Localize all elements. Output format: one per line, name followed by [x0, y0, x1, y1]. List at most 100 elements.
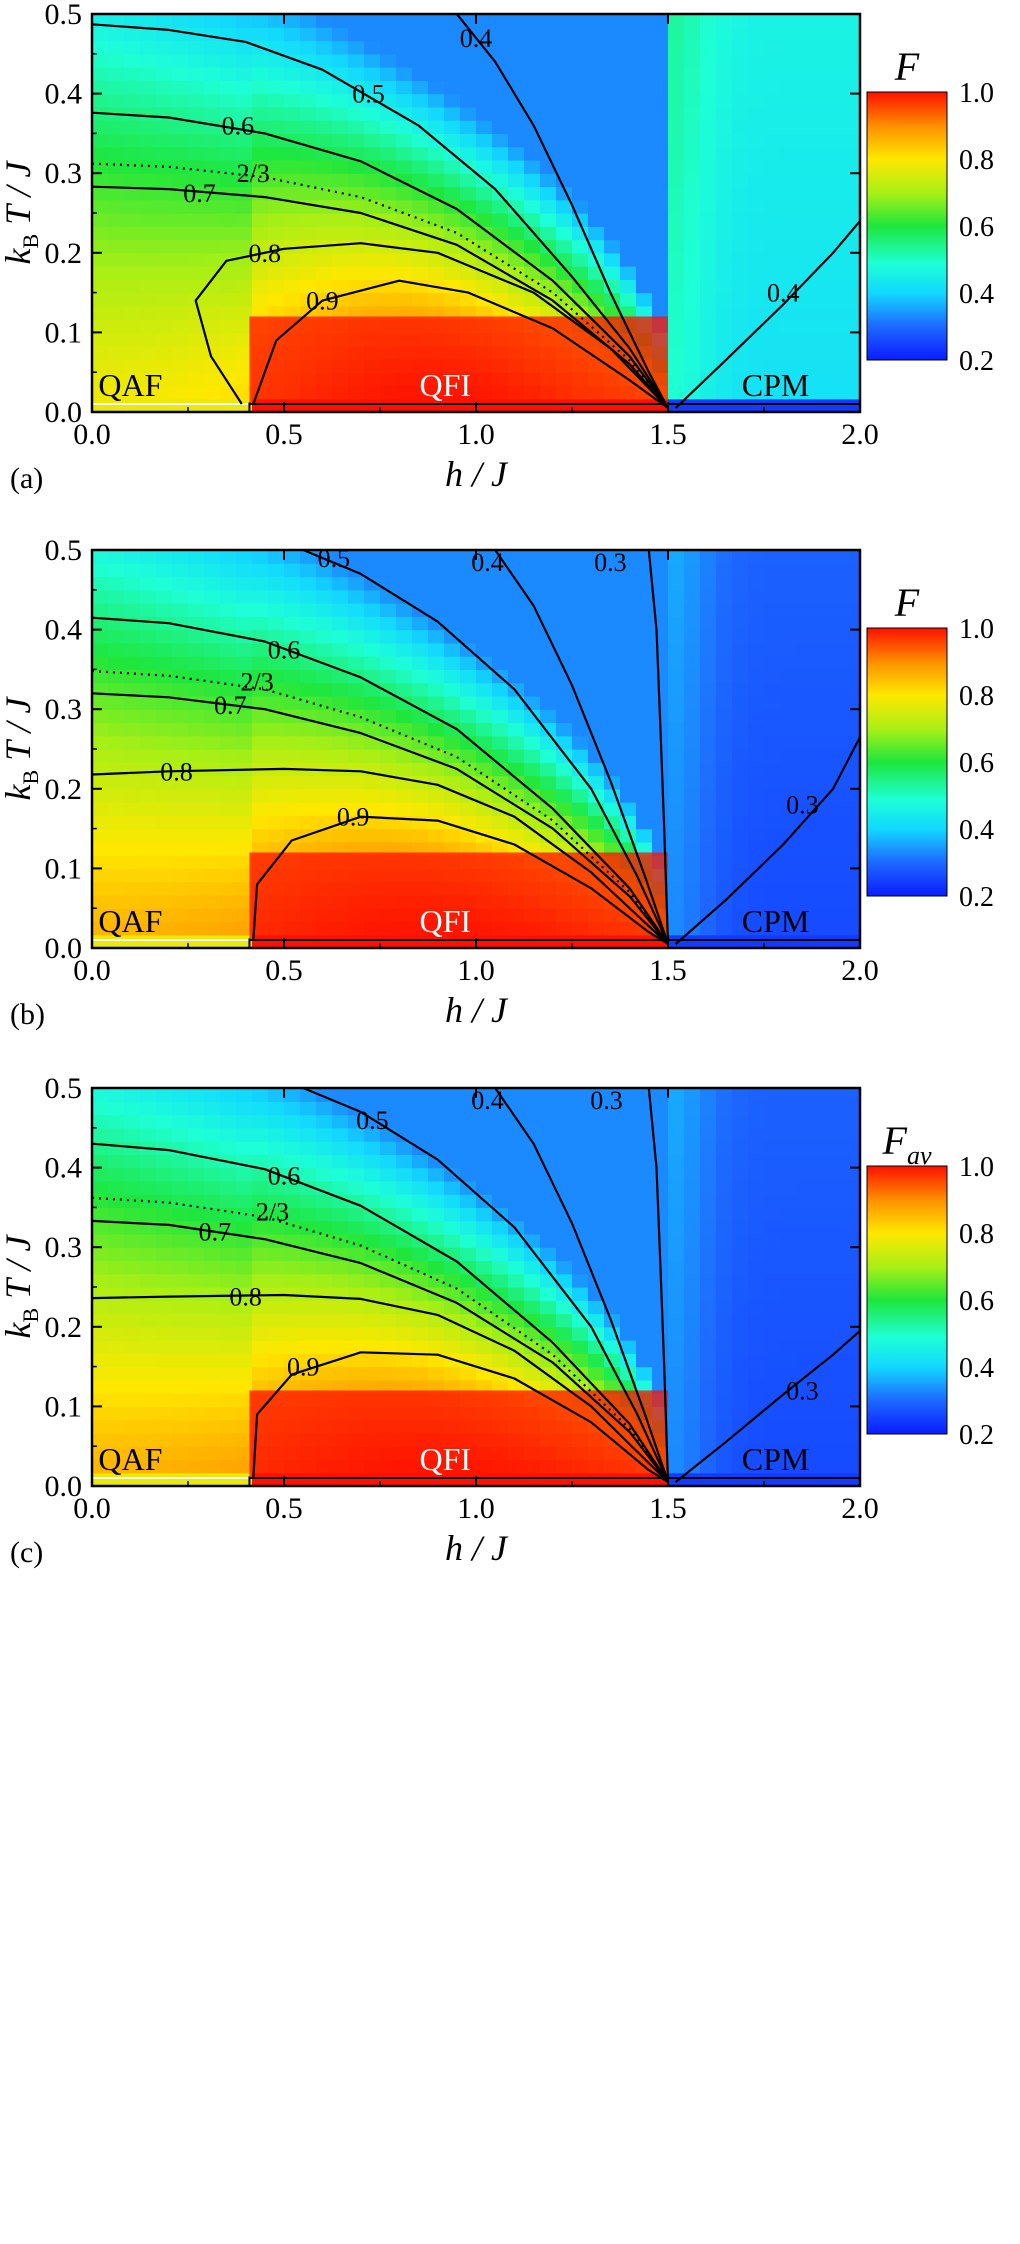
heatmap-cell	[796, 868, 813, 883]
heatmap-cell	[700, 1207, 717, 1222]
heatmap-cell	[796, 14, 813, 28]
region-label: CPM	[742, 1441, 810, 1477]
heatmap-cell	[524, 616, 541, 631]
heatmap-cell	[668, 589, 685, 604]
heatmap-cell	[844, 1406, 861, 1421]
heatmap-cell	[668, 682, 685, 697]
heatmap-cell	[828, 120, 845, 134]
heatmap-cell	[396, 616, 413, 631]
y-tick-label: 0.4	[45, 78, 83, 111]
heatmap-cell	[300, 40, 317, 55]
heatmap-cell	[732, 828, 749, 843]
heatmap-cell	[396, 629, 413, 644]
colorbar-frame	[866, 627, 948, 897]
heatmap-cell	[700, 53, 717, 68]
heatmap-cell	[716, 133, 733, 148]
heatmap-cell	[172, 868, 189, 883]
heatmap-cell	[812, 279, 829, 294]
colorbar-tick-label: 0.4	[959, 1353, 994, 1384]
heatmap-cell	[204, 226, 221, 241]
heatmap-cell	[156, 1472, 173, 1487]
heatmap-cell	[828, 159, 845, 174]
heatmap-cell	[828, 173, 845, 188]
heatmap-cell	[668, 1260, 685, 1275]
heatmap-cell	[492, 279, 509, 294]
heatmap-cell	[812, 709, 829, 724]
heatmap-cell	[812, 682, 829, 697]
heatmap-cell	[796, 1207, 813, 1222]
heatmap-cell	[476, 1180, 493, 1195]
heatmap-cell	[220, 815, 237, 830]
heatmap-cell	[828, 332, 845, 347]
heatmap-cell	[300, 1353, 317, 1368]
heatmap-cell	[428, 1088, 445, 1102]
heatmap-cell	[140, 1472, 157, 1487]
heatmap-cell	[124, 133, 141, 148]
heatmap-cell	[124, 1300, 141, 1315]
heatmap-cell	[124, 855, 141, 869]
heatmap-cell	[140, 199, 157, 214]
heatmap-cell	[636, 735, 653, 750]
heatmap-cell	[156, 1167, 173, 1182]
heatmap-cell	[444, 1180, 461, 1195]
heatmap-cell	[220, 1273, 237, 1288]
heatmap-cell	[252, 775, 269, 790]
heatmap-cell	[620, 1247, 637, 1262]
heatmap-cell	[140, 345, 157, 360]
heatmap-cell	[780, 576, 797, 591]
heatmap-cell	[172, 332, 189, 347]
heatmap-cell	[172, 27, 189, 42]
heatmap-cell	[572, 173, 589, 188]
heatmap-cell	[636, 1273, 653, 1288]
heatmap-cell	[620, 292, 637, 307]
heatmap-cell	[764, 762, 781, 777]
heatmap-cell	[252, 1114, 269, 1129]
heatmap-cell	[700, 735, 717, 750]
heatmap-cell	[124, 372, 141, 387]
heatmap-cell	[108, 1260, 125, 1275]
heatmap-cell	[300, 186, 317, 201]
heatmap-cell	[732, 563, 749, 578]
heatmap-cell	[140, 1432, 157, 1447]
heatmap-cell	[492, 1287, 509, 1301]
heatmap-cell	[428, 67, 445, 81]
heatmap-cell	[716, 576, 733, 591]
heatmap-cell	[716, 305, 733, 320]
heatmap-cell	[428, 53, 445, 68]
heatmap-cell	[764, 1432, 781, 1447]
heatmap-cell	[188, 908, 205, 923]
heatmap-cell	[748, 1207, 765, 1222]
heatmap-cell	[716, 1154, 733, 1169]
heatmap-cell	[108, 908, 125, 923]
heatmap-cell	[540, 1114, 557, 1129]
y-tick-label: 0.4	[45, 614, 83, 647]
heatmap-cell	[492, 616, 509, 631]
heatmap-cell	[828, 1154, 845, 1169]
heatmap-cell	[204, 802, 221, 816]
heatmap-cell	[524, 80, 541, 95]
heatmap-cell	[636, 67, 653, 81]
heatmap-cell	[108, 735, 125, 750]
heatmap-cell	[604, 186, 621, 201]
heatmap-cell	[684, 1340, 701, 1354]
heatmap-cell	[460, 802, 477, 816]
heatmap-cell	[716, 669, 733, 684]
heatmap-cell	[636, 1101, 653, 1116]
panel-label: (c)	[10, 1536, 43, 1569]
heatmap-cell	[428, 841, 445, 856]
heatmap-cell	[700, 815, 717, 830]
heatmap-cell	[444, 603, 461, 617]
heatmap-cell	[268, 695, 285, 710]
heatmap-cell	[204, 1287, 221, 1301]
heatmap-cell	[380, 616, 397, 631]
heatmap-cell	[300, 576, 317, 591]
heatmap-cell	[796, 1194, 813, 1208]
heatmap-cell	[668, 894, 685, 909]
heatmap-cell	[812, 1180, 829, 1195]
heatmap-cell	[428, 1247, 445, 1262]
heatmap-cell	[668, 1366, 685, 1381]
heatmap-cell	[364, 1353, 381, 1368]
heatmap-cell	[780, 616, 797, 631]
heatmap-cell	[300, 682, 317, 697]
heatmap-cell	[812, 815, 829, 830]
